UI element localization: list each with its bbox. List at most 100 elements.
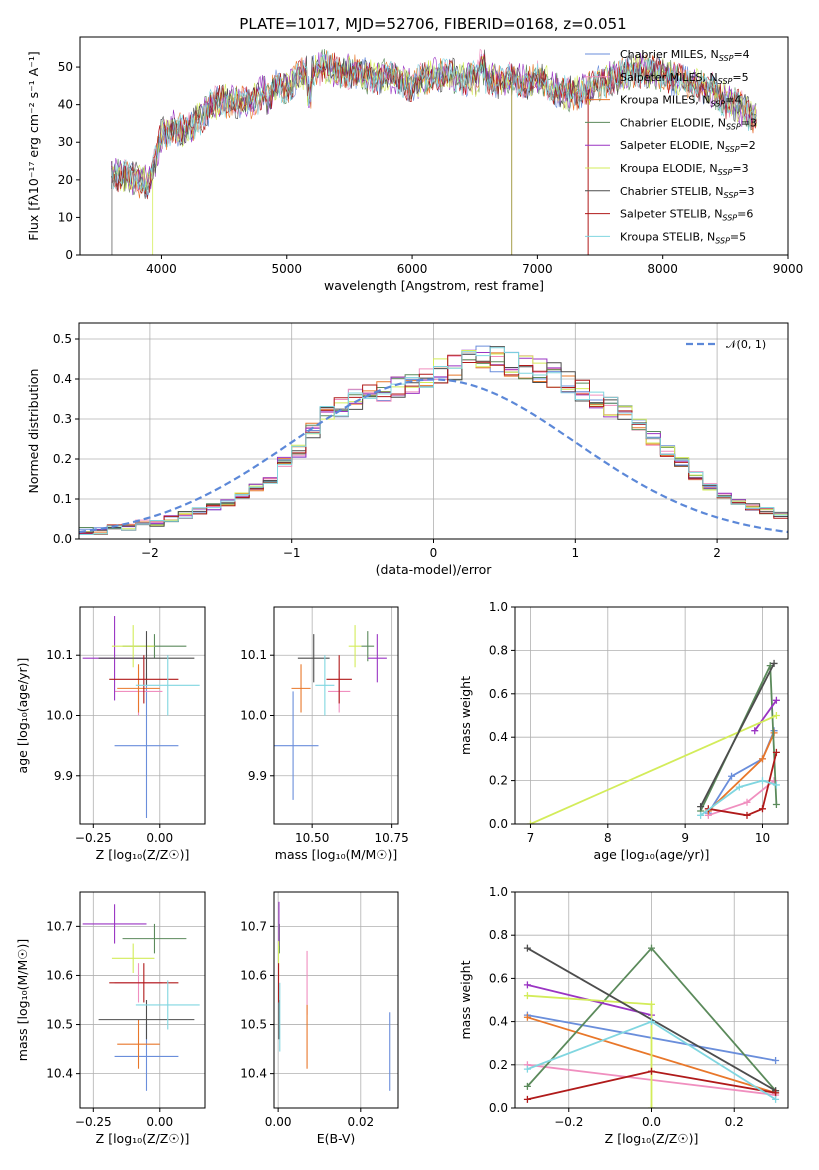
panel-mass_vs_Z: −0.25 0.00 10.4 10.5 10.6 10.7 Z [log₁₀(Z/Z☉)]… bbox=[15, 891, 206, 1146]
legend-sub: SSP bbox=[718, 77, 733, 86]
legend-text: Chabrier STELIB, N bbox=[620, 185, 724, 198]
y-tick-label: 10.7 bbox=[240, 919, 267, 933]
legend-label: Chabrier MILES, NSSP=4 bbox=[620, 48, 750, 63]
weight-line-chabrier-elodie bbox=[699, 665, 778, 812]
weight-marker-kroupa-stelib bbox=[648, 1018, 655, 1026]
weight-marker-chabrier-stelib bbox=[770, 659, 778, 667]
weight-marker-kroupa-stelib bbox=[735, 783, 743, 791]
x-axis-label: Z [log₁₀(Z/Z☉)] bbox=[96, 1131, 190, 1146]
x-axis-label: Z [log₁₀(Z/Z☉)] bbox=[96, 847, 190, 862]
y-tick-label: 9.9 bbox=[54, 769, 73, 783]
y-tick-label: 1.0 bbox=[489, 885, 508, 899]
histogram-chabrier-elodie bbox=[79, 359, 788, 535]
y-tick-label: 10.0 bbox=[46, 709, 73, 723]
weight-marker-kroupa-stelib bbox=[772, 1095, 780, 1103]
plot-area-spectrum bbox=[111, 48, 757, 255]
y-tick-label: 20 bbox=[58, 173, 73, 187]
weight-marker-chabrier-stelib bbox=[523, 944, 531, 952]
axes-frame bbox=[79, 36, 789, 256]
plot-area-weight_vs_Z bbox=[523, 944, 780, 1108]
plot-area-mass_vs_ebv bbox=[277, 901, 391, 1091]
legend-label: Chabrier STELIB, NSSP=3 bbox=[620, 185, 754, 200]
legend-eq: =4 bbox=[725, 94, 741, 107]
legend-sub: SSP bbox=[725, 145, 740, 154]
weight-marker-salpeter-stelib bbox=[648, 1067, 655, 1075]
y-tick-label: 0.6 bbox=[489, 971, 508, 985]
x-tick-label: 7000 bbox=[522, 262, 553, 276]
x-tick-label: 0.00 bbox=[146, 831, 173, 845]
x-tick-label: 10 bbox=[755, 831, 770, 845]
weight-marker-salpeter-stelib bbox=[772, 1089, 780, 1097]
legend-text: Chabrier ELODIE, N bbox=[620, 116, 726, 129]
legend-text: Salpeter MILES, N bbox=[620, 71, 718, 84]
histogram-chabrier-stelib bbox=[79, 346, 788, 533]
weight-line-kroupa-elodie bbox=[530, 714, 777, 824]
y-axis-label: Flux [fλ10⁻¹⁷ erg cm⁻² s⁻¹ A⁻¹] bbox=[26, 51, 41, 240]
x-tick-label: 10.75 bbox=[374, 831, 408, 845]
weight-marker-kroupa-stelib bbox=[523, 1065, 531, 1073]
weight-marker-chabrier-elodie bbox=[523, 1082, 531, 1090]
legend-text: Salpeter STELIB, N bbox=[620, 208, 722, 221]
y-tick-label: 10.6 bbox=[240, 968, 267, 982]
legend-text: Kroupa STELIB, N bbox=[620, 230, 715, 243]
y-tick-label: 0.6 bbox=[489, 687, 508, 701]
legend-label: Salpeter ELODIE, NSSP=2 bbox=[620, 139, 756, 154]
plot-area-age_vs_Z bbox=[82, 616, 200, 818]
legend-text: Kroupa ELODIE, N bbox=[620, 162, 718, 175]
x-tick-label: 0 bbox=[430, 546, 438, 560]
weight-line-salpeter-elodie bbox=[753, 699, 778, 732]
legend-eq: =5 bbox=[730, 230, 746, 243]
y-tick-label: 0.2 bbox=[489, 1058, 508, 1072]
legend-label: Kroupa STELIB, NSSP=5 bbox=[620, 230, 746, 245]
x-axis-label: (data-model)/error bbox=[376, 562, 493, 577]
weight-marker-kroupa-miles bbox=[758, 755, 766, 763]
legend-text: Chabrier MILES, N bbox=[620, 48, 719, 61]
weight-line-kroupa-stelib bbox=[700, 779, 777, 817]
y-tick-label: 0.2 bbox=[53, 452, 72, 466]
y-axis-label: mass [log₁₀(M/M☉)] bbox=[15, 939, 30, 1061]
x-tick-label: 2 bbox=[713, 546, 721, 560]
y-tick-label: 0 bbox=[65, 248, 73, 262]
histogram-salpeter-elodie bbox=[79, 349, 788, 534]
y-tick-label: 9.9 bbox=[248, 769, 267, 783]
y-tick-label: 0.4 bbox=[53, 372, 72, 386]
legend-sub: SSP bbox=[715, 236, 730, 245]
y-tick-label: 0.8 bbox=[489, 643, 508, 657]
x-tick-label: 10.50 bbox=[295, 831, 329, 845]
legend-sub: SSP bbox=[726, 122, 741, 131]
x-tick-label: −0.25 bbox=[75, 831, 112, 845]
weight-marker-salpeter-elodie bbox=[523, 981, 531, 989]
weight-marker-salpeter-elodie bbox=[772, 696, 780, 704]
x-tick-label: 5000 bbox=[271, 262, 302, 276]
weight-marker-salpeter-stelib bbox=[523, 1095, 531, 1103]
x-tick-label: 8000 bbox=[647, 262, 678, 276]
panel-weight_vs_Z: −0.2 0.0 0.2 0.0 0.2 0.4 0.6 0.8 1.0 Z [log₁₀(Z/Z… bbox=[458, 885, 789, 1146]
y-tick-label: 10.1 bbox=[240, 648, 267, 662]
weight-marker-salpeter-stelib bbox=[743, 811, 751, 819]
x-tick-label: 0.02 bbox=[347, 1115, 374, 1129]
legend-label: Kroupa MILES, NSSP=4 bbox=[620, 94, 741, 109]
legend-text: Salpeter ELODIE, N bbox=[620, 139, 725, 152]
panel-residuals: 𝒩(0, 1) −2 −1 0 1 2 0.0 0.1 0.2 0.3 0.4 0.5 (data-mo… bbox=[26, 322, 789, 577]
weight-marker-kroupa-miles bbox=[523, 1013, 531, 1021]
y-tick-label: 1.0 bbox=[489, 600, 508, 614]
y-tick-label: 0.0 bbox=[53, 532, 72, 546]
y-tick-label: 0.5 bbox=[53, 332, 72, 346]
panel-age_vs_mass: 10.50 10.75 9.9 10.0 10.1 mass [log₁₀(M/M☉)] bbox=[240, 606, 409, 862]
histogram-salpeter-stelib bbox=[79, 354, 788, 535]
y-tick-label: 0.3 bbox=[53, 412, 72, 426]
y-tick-label: 10.0 bbox=[240, 709, 267, 723]
y-tick-label: 10.5 bbox=[46, 1018, 73, 1032]
legend-eq: =5 bbox=[732, 71, 748, 84]
panel-mass_vs_ebv: 0.00 0.02 10.4 10.5 10.6 10.7 E(B-V) bbox=[240, 891, 399, 1146]
weight-marker-salpeter-elodie bbox=[751, 727, 759, 735]
y-tick-label: 10.1 bbox=[46, 648, 73, 662]
x-tick-label: 0.00 bbox=[265, 1115, 292, 1129]
legend-label: Salpeter MILES, NSSP=5 bbox=[620, 71, 749, 86]
legend-sub: SSP bbox=[724, 191, 739, 200]
legend-eq: =3 bbox=[741, 116, 757, 129]
y-tick-label: 0.0 bbox=[489, 1101, 508, 1115]
x-tick-label: 7 bbox=[527, 831, 535, 845]
